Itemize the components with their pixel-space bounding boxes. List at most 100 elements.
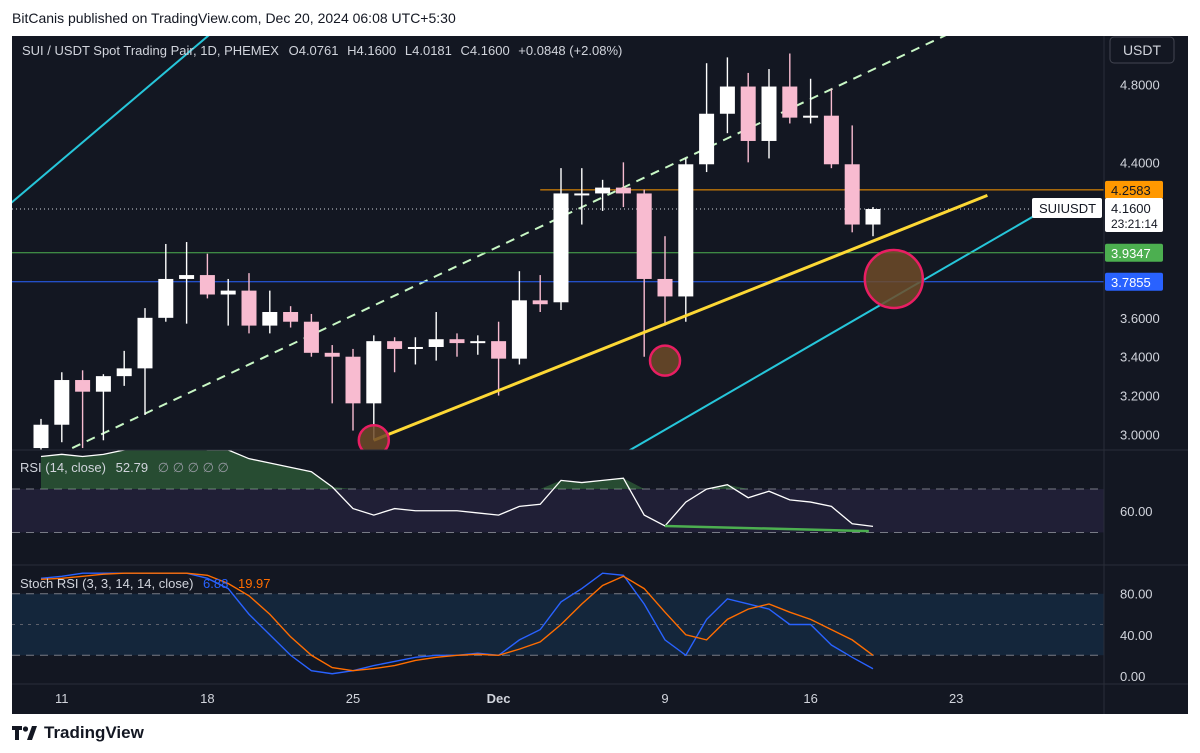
candle-body: [116, 368, 132, 377]
highlight-circle: [357, 424, 391, 450]
price-axis[interactable]: 3.0000 3.2000 3.4000 3.6000 4.4000 4.8000 60.0…: [1120, 78, 1160, 684]
time-tick-label: 9: [661, 691, 668, 706]
rsi-line: [40, 450, 874, 528]
rsi-placeholders: ∅ ∅ ∅ ∅ ∅: [158, 460, 229, 475]
candle-body: [75, 380, 91, 392]
candle-body: [407, 346, 423, 349]
candles-layer: [33, 53, 881, 450]
candle: [137, 308, 153, 416]
candle-body: [179, 275, 195, 279]
candle-body: [657, 278, 673, 297]
rsi-band-fill: [12, 489, 1104, 533]
candle-body: [262, 312, 278, 326]
trendline-1: [373, 193, 988, 442]
level-badge: 4.2583: [1105, 180, 1163, 199]
time-tick-label: 25: [346, 691, 360, 706]
candle: [740, 72, 756, 163]
tradingview-brand[interactable]: TradingView: [12, 723, 144, 743]
candle-body: [428, 339, 444, 347]
candle: [678, 158, 694, 322]
candle: [116, 350, 132, 386]
highlight-circle: [648, 344, 682, 377]
candle: [179, 242, 195, 324]
price-tick-label: 3.0000: [1120, 427, 1160, 442]
candle: [220, 278, 236, 326]
change-value: +0.0848 (+2.08%): [518, 43, 622, 58]
level-badge-bg: [1105, 272, 1163, 291]
candle: [262, 290, 278, 334]
level-badge-label: 3.7855: [1111, 275, 1151, 290]
chart-canvas[interactable]: 3.0000 3.2000 3.4000 3.6000 4.4000 4.8000 60.0…: [12, 36, 1188, 714]
candle: [95, 374, 111, 441]
stoch-title: Stoch RSI (3, 3, 14, 14, close): [20, 576, 193, 591]
candle: [532, 275, 548, 312]
candle-body: [719, 86, 735, 114]
price-tick-label: 3.6000: [1120, 311, 1160, 326]
candle-body: [95, 376, 111, 392]
last-price-value: 4.1600: [1111, 201, 1151, 216]
candle: [324, 345, 340, 404]
drawings-front-layer: [357, 193, 988, 450]
time-tick-label: Dec: [487, 691, 511, 706]
rsi-value: 52.79: [116, 460, 149, 475]
currency-button[interactable]: USDT: [1109, 36, 1175, 64]
candle-body: [137, 317, 153, 369]
candle: [823, 88, 839, 169]
level-badge: 3.9347: [1105, 243, 1163, 262]
level-badge-label: 4.2583: [1111, 183, 1151, 198]
time-tick-label: 16: [803, 691, 817, 706]
stoch-d-value: 19.97: [238, 576, 271, 591]
time-axis[interactable]: 11 18 25 Dec 9 16 23: [55, 691, 963, 706]
candle-body: [324, 352, 340, 357]
candle: [699, 63, 715, 173]
rsi-plot: [40, 450, 874, 533]
stoch-tick-label: 0.00: [1120, 669, 1145, 684]
candle-body: [865, 208, 881, 225]
close-value: 4.1600: [470, 43, 510, 58]
candle: [345, 348, 361, 431]
candle: [158, 243, 174, 322]
price-tick-label: 3.2000: [1120, 389, 1160, 404]
countdown-label: 23:21:14: [1111, 217, 1158, 231]
rsi-tick-label: 60.00: [1120, 504, 1153, 519]
candle: [366, 335, 382, 441]
candle-body: [636, 193, 652, 279]
publisher-bar: BitCanis published on TradingView.com, D…: [0, 0, 1200, 36]
candle-body: [199, 275, 215, 295]
tradingview-logo-icon: [12, 726, 37, 740]
candle-body: [553, 193, 569, 303]
stoch-legend[interactable]: Stoch RSI (3, 3, 14, 14, close) 6.88 19.…: [20, 576, 271, 591]
symbol-legend[interactable]: SUI / USDT Spot Trading Pair, 1D, PHEMEX…: [22, 43, 622, 58]
candle: [75, 370, 91, 449]
candle: [782, 53, 798, 124]
candle: [33, 418, 49, 450]
stoch-plot: [40, 572, 874, 675]
candle: [491, 321, 507, 396]
rsi-band: [12, 488, 1104, 533]
trendline-4: [71, 36, 947, 449]
level-badge-bg: [1105, 243, 1163, 262]
price-tick-label: 3.4000: [1120, 350, 1160, 365]
stoch-k-value: 6.88: [203, 576, 228, 591]
symbol-tag: SUIUSDT: [1032, 197, 1102, 218]
candle-body: [158, 278, 174, 318]
rsi-title: RSI (14, close): [20, 460, 106, 475]
rsi-overbought-fill: [41, 450, 873, 490]
level-badge-bg: [1105, 180, 1163, 199]
candle: [761, 69, 777, 159]
chart-frame[interactable]: 3.0000 3.2000 3.4000 3.6000 4.4000 4.8000 60.0…: [12, 36, 1188, 714]
candle-body: [470, 341, 486, 344]
level-badge-label: 3.9347: [1111, 246, 1151, 261]
high-prefix: H: [347, 43, 356, 58]
open-prefix: O: [289, 43, 299, 58]
candle: [803, 78, 819, 124]
candle-body: [511, 300, 527, 359]
time-tick-label: 18: [200, 691, 214, 706]
candle-body: [761, 86, 777, 141]
candle: [199, 253, 215, 299]
candle: [241, 273, 257, 334]
candle-body: [491, 341, 507, 359]
candle-body: [740, 86, 756, 141]
rsi-legend[interactable]: RSI (14, close) 52.79 ∅ ∅ ∅ ∅ ∅: [20, 460, 229, 475]
